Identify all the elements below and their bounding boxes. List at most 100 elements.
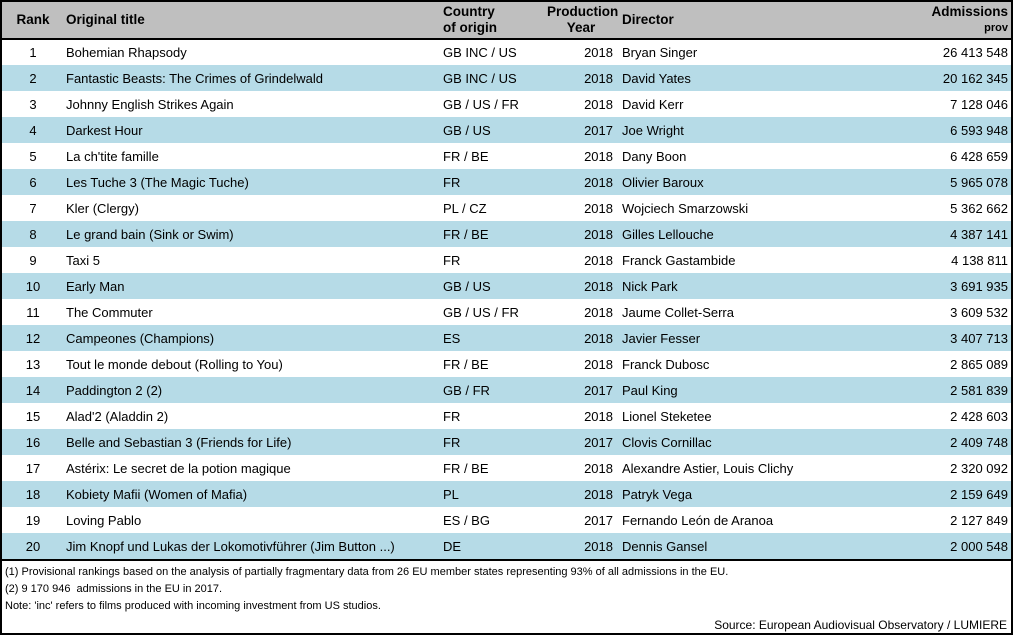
director-cell: Olivier Baroux	[622, 174, 704, 190]
rank-cell: 13	[25, 356, 41, 372]
title-cell: Kler (Clergy)	[66, 200, 139, 216]
table-row: 16 Belle and Sebastian 3 (Friends for Li…	[2, 429, 1011, 455]
table-row: 4 Darkest Hour GB / US 2017 Joe Wright 6…	[2, 117, 1011, 143]
table-row: 2 Fantastic Beasts: The Crimes of Grinde…	[2, 65, 1011, 91]
year-cell: 2018	[584, 460, 613, 476]
header-year-line1: Production	[547, 4, 619, 19]
country-cell: FR / BE	[443, 148, 489, 164]
admissions-cell: 3 407 713	[950, 330, 1008, 346]
title-cell: Les Tuche 3 (The Magic Tuche)	[66, 174, 249, 190]
director-cell: Wojciech Smarzowski	[622, 200, 749, 216]
header-admissions: Admissions prov	[865, 2, 1011, 39]
admissions-cell: 2 320 092	[950, 460, 1008, 476]
header-rank: Rank	[16, 12, 50, 27]
rank-cell: 1	[29, 45, 37, 60]
country-cell: GB / US / FR	[443, 304, 519, 320]
rank-cell: 8	[29, 226, 37, 242]
admissions-cell: 3 609 532	[950, 304, 1008, 320]
director-cell: Fernando León de Aranoa	[622, 512, 774, 528]
rank-cell: 11	[26, 304, 40, 320]
rank-cell: 12	[25, 330, 41, 346]
admissions-cell: 5 362 662	[950, 200, 1008, 216]
table-row: 9 Taxi 5 FR 2018 Franck Gastambide 4 138…	[2, 247, 1011, 273]
source-credit: Source: European Audiovisual Observatory…	[714, 618, 1007, 632]
director-cell: Dany Boon	[622, 148, 687, 164]
table-row: 17 Astérix: Le secret de la potion magiq…	[2, 455, 1011, 481]
title-cell: Campeones (Champions)	[66, 330, 215, 346]
year-cell: 2017	[584, 512, 613, 528]
country-cell: FR / BE	[443, 226, 489, 242]
year-cell: 2018	[584, 200, 613, 216]
admissions-cell: 26 413 548	[942, 45, 1008, 60]
rank-cell: 14	[25, 382, 41, 398]
footnote-1: (1) Provisional rankings based on the an…	[5, 566, 729, 578]
country-cell: GB / US	[443, 122, 491, 138]
table-row: 5 La ch'tite famille FR / BE 2018 Dany B…	[2, 143, 1011, 169]
title-cell: Taxi 5	[66, 252, 100, 268]
table-row: 11 The Commuter GB / US / FR 2018 Jaume …	[2, 299, 1011, 325]
table-row: 18 Kobiety Mafii (Women of Mafia) PL 201…	[2, 481, 1011, 507]
country-cell: DE	[443, 538, 462, 554]
header-admissions-prov-label: prov	[984, 22, 1008, 34]
table-row: 12 Campeones (Champions) ES 2018 Javier …	[2, 325, 1011, 351]
title-cell: Astérix: Le secret de la potion magique	[66, 460, 291, 476]
director-cell: Javier Fesser	[622, 330, 701, 346]
country-cell: GB INC / US	[443, 45, 517, 60]
director-cell: Lionel Steketee	[622, 408, 712, 424]
header-country-line1: Country	[443, 4, 495, 19]
rank-cell: 6	[29, 174, 37, 190]
header-admissions-label: Admissions	[931, 4, 1008, 19]
director-cell: Clovis Cornillac	[622, 434, 712, 450]
admissions-cell: 7 128 046	[950, 96, 1008, 112]
rank-cell: 9	[29, 252, 37, 268]
header-director: Director	[622, 12, 674, 27]
country-cell: FR / BE	[443, 460, 489, 476]
country-cell: GB INC / US	[443, 70, 517, 86]
header-original-title: Original title	[66, 12, 145, 27]
title-cell: Kobiety Mafii (Women of Mafia)	[66, 486, 248, 502]
admissions-cell: 5 965 078	[950, 174, 1008, 190]
table-body: 1 Bohemian Rhapsody GB INC / US 2018 Bry…	[2, 39, 1011, 559]
title-cell: Early Man	[66, 278, 125, 294]
country-cell: FR	[443, 408, 461, 424]
year-cell: 2017	[584, 382, 613, 398]
rank-cell: 5	[29, 148, 37, 164]
title-cell: Le grand bain (Sink or Swim)	[66, 226, 234, 242]
title-cell: Darkest Hour	[66, 122, 143, 138]
director-cell: Patryk Vega	[622, 486, 693, 502]
country-cell: ES	[443, 330, 461, 346]
rank-cell: 2	[29, 70, 37, 86]
table-row: 7 Kler (Clergy) PL / CZ 2018 Wojciech Sm…	[2, 195, 1011, 221]
year-cell: 2018	[584, 538, 613, 554]
admissions-cell: 20 162 345	[942, 70, 1008, 86]
title-cell: Bohemian Rhapsody	[66, 45, 187, 60]
title-cell: Johnny English Strikes Again	[66, 96, 234, 112]
year-cell: 2018	[584, 226, 613, 242]
admissions-cell: 2 409 748	[950, 434, 1008, 450]
admissions-cell: 6 428 659	[950, 148, 1008, 164]
table-row: 1 Bohemian Rhapsody GB INC / US 2018 Bry…	[2, 39, 1011, 65]
country-cell: PL / CZ	[443, 200, 487, 216]
country-cell: GB / US / FR	[443, 96, 519, 112]
admissions-cell: 4 387 141	[950, 226, 1008, 242]
table-header-row: Rank Original title Country of origin Pr…	[2, 2, 1011, 39]
table-row: 6 Les Tuche 3 (The Magic Tuche) FR 2018 …	[2, 169, 1011, 195]
year-cell: 2018	[584, 304, 613, 320]
country-cell: GB / US	[443, 278, 491, 294]
director-cell: Dennis Gansel	[622, 538, 708, 554]
title-cell: Fantastic Beasts: The Crimes of Grindelw…	[66, 70, 323, 86]
rank-cell: 4	[29, 122, 37, 138]
country-cell: FR	[443, 252, 461, 268]
title-cell: Paddington 2 (2)	[66, 382, 163, 398]
header-production-year: Production Year	[547, 2, 619, 39]
admissions-cell: 2 159 649	[950, 486, 1008, 502]
year-cell: 2018	[584, 356, 613, 372]
director-cell: David Yates	[622, 70, 691, 86]
director-cell: Paul King	[622, 382, 678, 398]
rank-cell: 3	[29, 96, 37, 112]
director-cell: Gilles Lellouche	[622, 226, 714, 242]
director-cell: Bryan Singer	[622, 45, 698, 60]
rank-cell: 19	[25, 512, 41, 528]
title-cell: The Commuter	[66, 304, 153, 320]
admissions-cell: 2 000 548	[950, 538, 1008, 554]
